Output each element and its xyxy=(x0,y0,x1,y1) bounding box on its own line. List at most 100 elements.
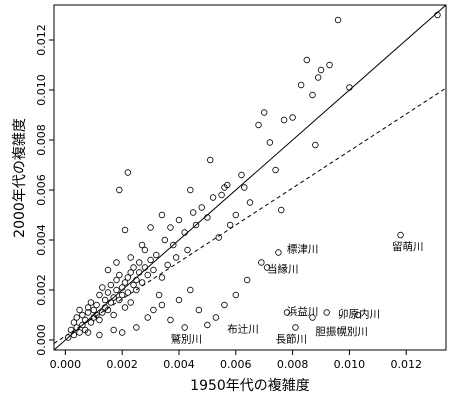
data-point xyxy=(241,184,248,191)
y-tick-label: 0.008 xyxy=(35,124,48,156)
data-point xyxy=(76,306,83,314)
data-point xyxy=(84,309,92,316)
data-point xyxy=(84,304,92,311)
data-point xyxy=(144,314,151,321)
data-point xyxy=(87,319,95,326)
data-point xyxy=(124,169,132,176)
data-point xyxy=(167,316,174,324)
y-tick-label: 0.004 xyxy=(35,224,48,256)
data-point xyxy=(130,281,137,289)
data-point xyxy=(258,259,265,266)
data-point xyxy=(118,284,126,291)
data-point xyxy=(116,271,123,279)
data-point xyxy=(272,166,279,174)
data-point xyxy=(133,286,140,294)
data-point xyxy=(113,276,120,284)
data-point xyxy=(161,236,168,244)
data-point xyxy=(158,301,166,309)
point-annotation: 布辻川 xyxy=(227,323,259,336)
data-point xyxy=(124,289,132,296)
data-point xyxy=(121,226,129,234)
data-point xyxy=(124,274,132,281)
data-point xyxy=(238,171,245,179)
data-point xyxy=(175,296,183,304)
data-point xyxy=(150,266,157,274)
data-point xyxy=(76,329,83,336)
data-point xyxy=(218,191,225,199)
x-tick-label: 0.008 xyxy=(277,358,309,371)
point-annotation: 留萌川 xyxy=(392,240,424,253)
data-point xyxy=(99,309,106,316)
data-point xyxy=(121,304,129,311)
data-point xyxy=(167,224,174,231)
data-point xyxy=(116,186,123,194)
data-point xyxy=(278,206,285,214)
data-point xyxy=(434,11,441,19)
data-point xyxy=(255,121,262,129)
point-annotation: 鷲別川 xyxy=(170,333,202,346)
plot-frame xyxy=(53,4,447,351)
data-point xyxy=(175,216,183,224)
y-tick-label: 0.012 xyxy=(35,24,48,56)
data-point xyxy=(84,329,92,336)
data-point xyxy=(121,279,129,286)
data-point xyxy=(99,284,106,291)
data-point xyxy=(317,66,325,74)
data-point xyxy=(303,56,311,64)
y-tick-label: 0.010 xyxy=(35,74,48,106)
x-axis-title: 1950年代の複雑度 xyxy=(190,377,310,394)
data-point xyxy=(127,269,134,276)
data-point xyxy=(189,209,197,216)
data-point xyxy=(127,299,134,306)
data-point xyxy=(96,316,103,324)
data-point xyxy=(67,326,75,334)
data-point xyxy=(215,234,222,241)
data-point xyxy=(104,266,112,274)
data-point xyxy=(70,319,78,326)
x-axis: 0.000 0.002 0.004 0.006 0.008 0.010 0.012 xyxy=(50,350,422,371)
data-point xyxy=(232,211,239,219)
data-point xyxy=(153,251,160,259)
data-point xyxy=(397,231,404,239)
data-point xyxy=(96,291,103,299)
data-point xyxy=(158,211,166,219)
data-point xyxy=(90,306,97,314)
data-point xyxy=(289,114,296,121)
data-point xyxy=(297,81,305,89)
data-point xyxy=(70,331,78,339)
dashed-fit-line xyxy=(53,87,447,344)
data-point xyxy=(266,139,274,146)
data-point xyxy=(323,309,330,316)
data-point xyxy=(118,291,126,299)
data-point xyxy=(113,259,120,266)
data-point xyxy=(104,289,112,296)
data-point xyxy=(309,314,316,321)
data-point xyxy=(346,84,353,91)
data-point xyxy=(79,311,86,319)
data-point xyxy=(110,311,117,319)
data-point xyxy=(312,141,319,149)
data-point xyxy=(204,321,211,329)
data-point xyxy=(116,296,123,304)
data-point xyxy=(309,91,316,99)
point-annotation: 当縁川 xyxy=(267,263,299,276)
point-annotation: 卯原内川 xyxy=(338,308,380,321)
data-point xyxy=(138,241,146,249)
x-tick-label: 0.010 xyxy=(334,358,366,371)
data-point xyxy=(354,311,362,319)
data-points xyxy=(65,11,441,341)
data-point xyxy=(104,306,112,314)
data-point xyxy=(147,224,154,231)
data-point xyxy=(221,184,228,191)
y-tick-label: 0.006 xyxy=(35,174,48,206)
x-tick-label: 0.000 xyxy=(50,358,82,371)
point-annotation: 標津川 xyxy=(287,243,319,256)
data-point xyxy=(326,61,333,69)
point-annotation: 胆振幌別川 xyxy=(315,325,368,338)
data-point xyxy=(158,274,166,281)
data-point xyxy=(93,311,100,319)
data-point xyxy=(187,186,194,194)
data-point xyxy=(195,306,203,314)
data-point xyxy=(170,241,177,249)
